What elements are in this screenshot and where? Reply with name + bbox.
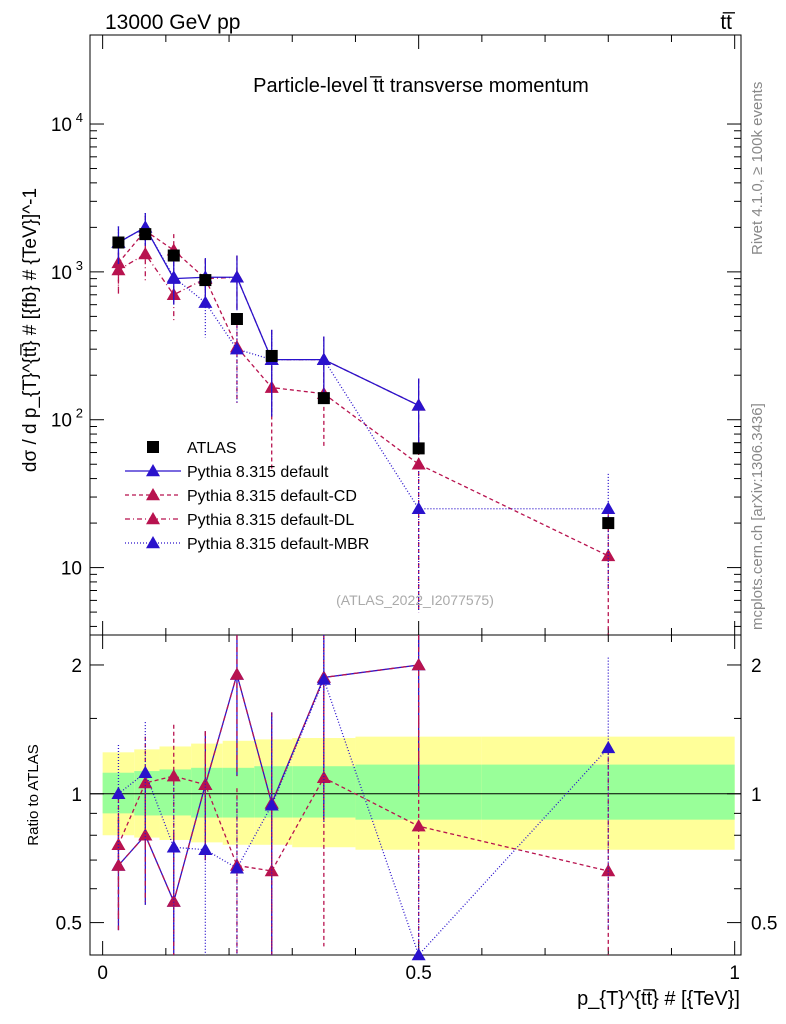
main-series-line [118,253,419,406]
x-tick-label: 0 [97,963,108,984]
ratio-mc-point [411,948,426,961]
ratio-series-line [118,677,609,957]
main-mc-point [166,271,181,284]
main-mc-point [411,398,426,411]
ratio-y-tick-label-right: 1 [751,785,762,806]
header-energy-label: 13000 GeV pp [105,11,240,34]
ratio-mc-point [411,657,426,671]
main-mc-point [601,501,616,514]
legend-label: Pythia 8.315 default-MBR [187,536,369,553]
x-tick-label: 1 [729,963,740,984]
main-mc-point [229,270,244,283]
ratio-mc-point [264,798,279,811]
main-data-point [167,249,180,262]
mcplots-label: mcplots.cern.ch [arXiv:1306.3436] [749,403,766,630]
ratio-inner-band [191,767,223,818]
main-mc-point [411,457,426,470]
ratio-mc-point [411,819,426,832]
main-y-tick-exponent: 4 [76,110,83,125]
ratio-y-tick-label: 2 [71,656,82,677]
main-y-tick-label: 10 [61,559,82,580]
legend-marker [146,536,160,549]
main-data-point [317,392,330,405]
legend-marker [147,441,159,453]
ratio-series-line [117,775,609,872]
x-axis-label: p_{T}^{tt̅} # [{TeV}] [577,988,740,1010]
ratio-series-line [117,664,419,904]
ratio-series-3 [111,635,616,961]
main-mc-point [229,342,244,355]
legend-label: Pythia 8.315 default-CD [187,488,357,505]
ratio-y-tick-label-right: 2 [751,656,762,677]
main-data-point [602,517,615,530]
legend-label: ATLAS [187,440,237,457]
main-plot-title: Particle-level t̅t transverse momentum [253,75,589,97]
main-data-point [199,274,212,287]
main-y-tick-exponent: 3 [76,258,83,273]
main-data-point [230,313,243,326]
ratio-mc-point [111,786,126,800]
main-mc-point [411,501,426,514]
ratio-y-tick-label-right: 0.5 [751,914,777,935]
ratio-mc-point [138,828,153,841]
main-y-tick-exponent: 2 [76,406,83,421]
legend-label: Pythia 8.315 default [187,464,329,481]
ratio-mc-point [166,894,181,907]
ratio-mc-point [138,765,153,778]
main-series-3 [111,235,426,453]
main-series-0 [112,228,615,530]
ratio-y-axis-label: Ratio to ATLAS [25,744,42,845]
ratio-mc-point [229,667,244,680]
main-data-point [112,236,125,249]
main-axes: 10 10 2 10 3 10 4 [51,35,741,635]
ratio-mc-point [166,769,181,782]
ratio-plot-panel: Ratio to ATLAS 0.5 0.5 1 1 2 2 0 0.5 1 p_{T}^{tt… [25,634,777,1010]
main-mc-point [316,352,331,365]
main-plot-panel: Particle-level t̅t transverse momentum (… [20,34,742,636]
legend: ATLAS Pythia 8.315 default Pythia 8.315 de… [125,440,369,553]
main-series-1 [111,213,426,453]
main-series-line [117,229,609,557]
main-data-point [139,228,152,241]
ratio-mc-point [229,861,244,874]
ratio-mc-point [166,840,181,853]
main-mc-point [138,247,153,260]
main-data-point [412,442,425,455]
main-y-axis-label: dσ / d p_{T}^{tt̅} # [{fb} # {TeV}]^-1 [20,188,41,472]
main-y-tick-label: 10 [51,411,72,432]
ratio-mc-point [316,672,331,685]
ratio-mc-point [111,858,126,871]
main-series-line [118,226,419,406]
ratio-series-group [111,635,616,961]
ratio-mc-point [601,864,616,877]
ratio-mc-point [601,740,616,754]
x-tick-label: 0.5 [405,963,431,984]
main-y-tick-label: 10 [51,115,72,136]
main-data-point [265,349,278,362]
ratio-mc-point [198,842,213,855]
main-mc-point [111,262,126,276]
ratio-mc-point [138,775,153,789]
legend-marker [146,488,160,501]
ratio-inner-band [134,771,160,816]
analysis-watermark: (ATLAS_2022_I2077575) [336,592,494,608]
main-series-group [111,213,616,635]
header-process-label: tt̅ [720,11,736,34]
main-y-tick-label: 10 [51,263,72,284]
ratio-inner-band [222,767,255,818]
legend-label: Pythia 8.315 default-DL [187,512,354,529]
rivet-version-label: Rivet 4.1.0, ≥ 100k events [749,82,766,255]
ratio-y-tick-label: 0.5 [56,914,82,935]
ratio-y-tick-label: 1 [71,785,82,806]
legend-marker [146,464,160,477]
legend-marker [146,512,160,525]
